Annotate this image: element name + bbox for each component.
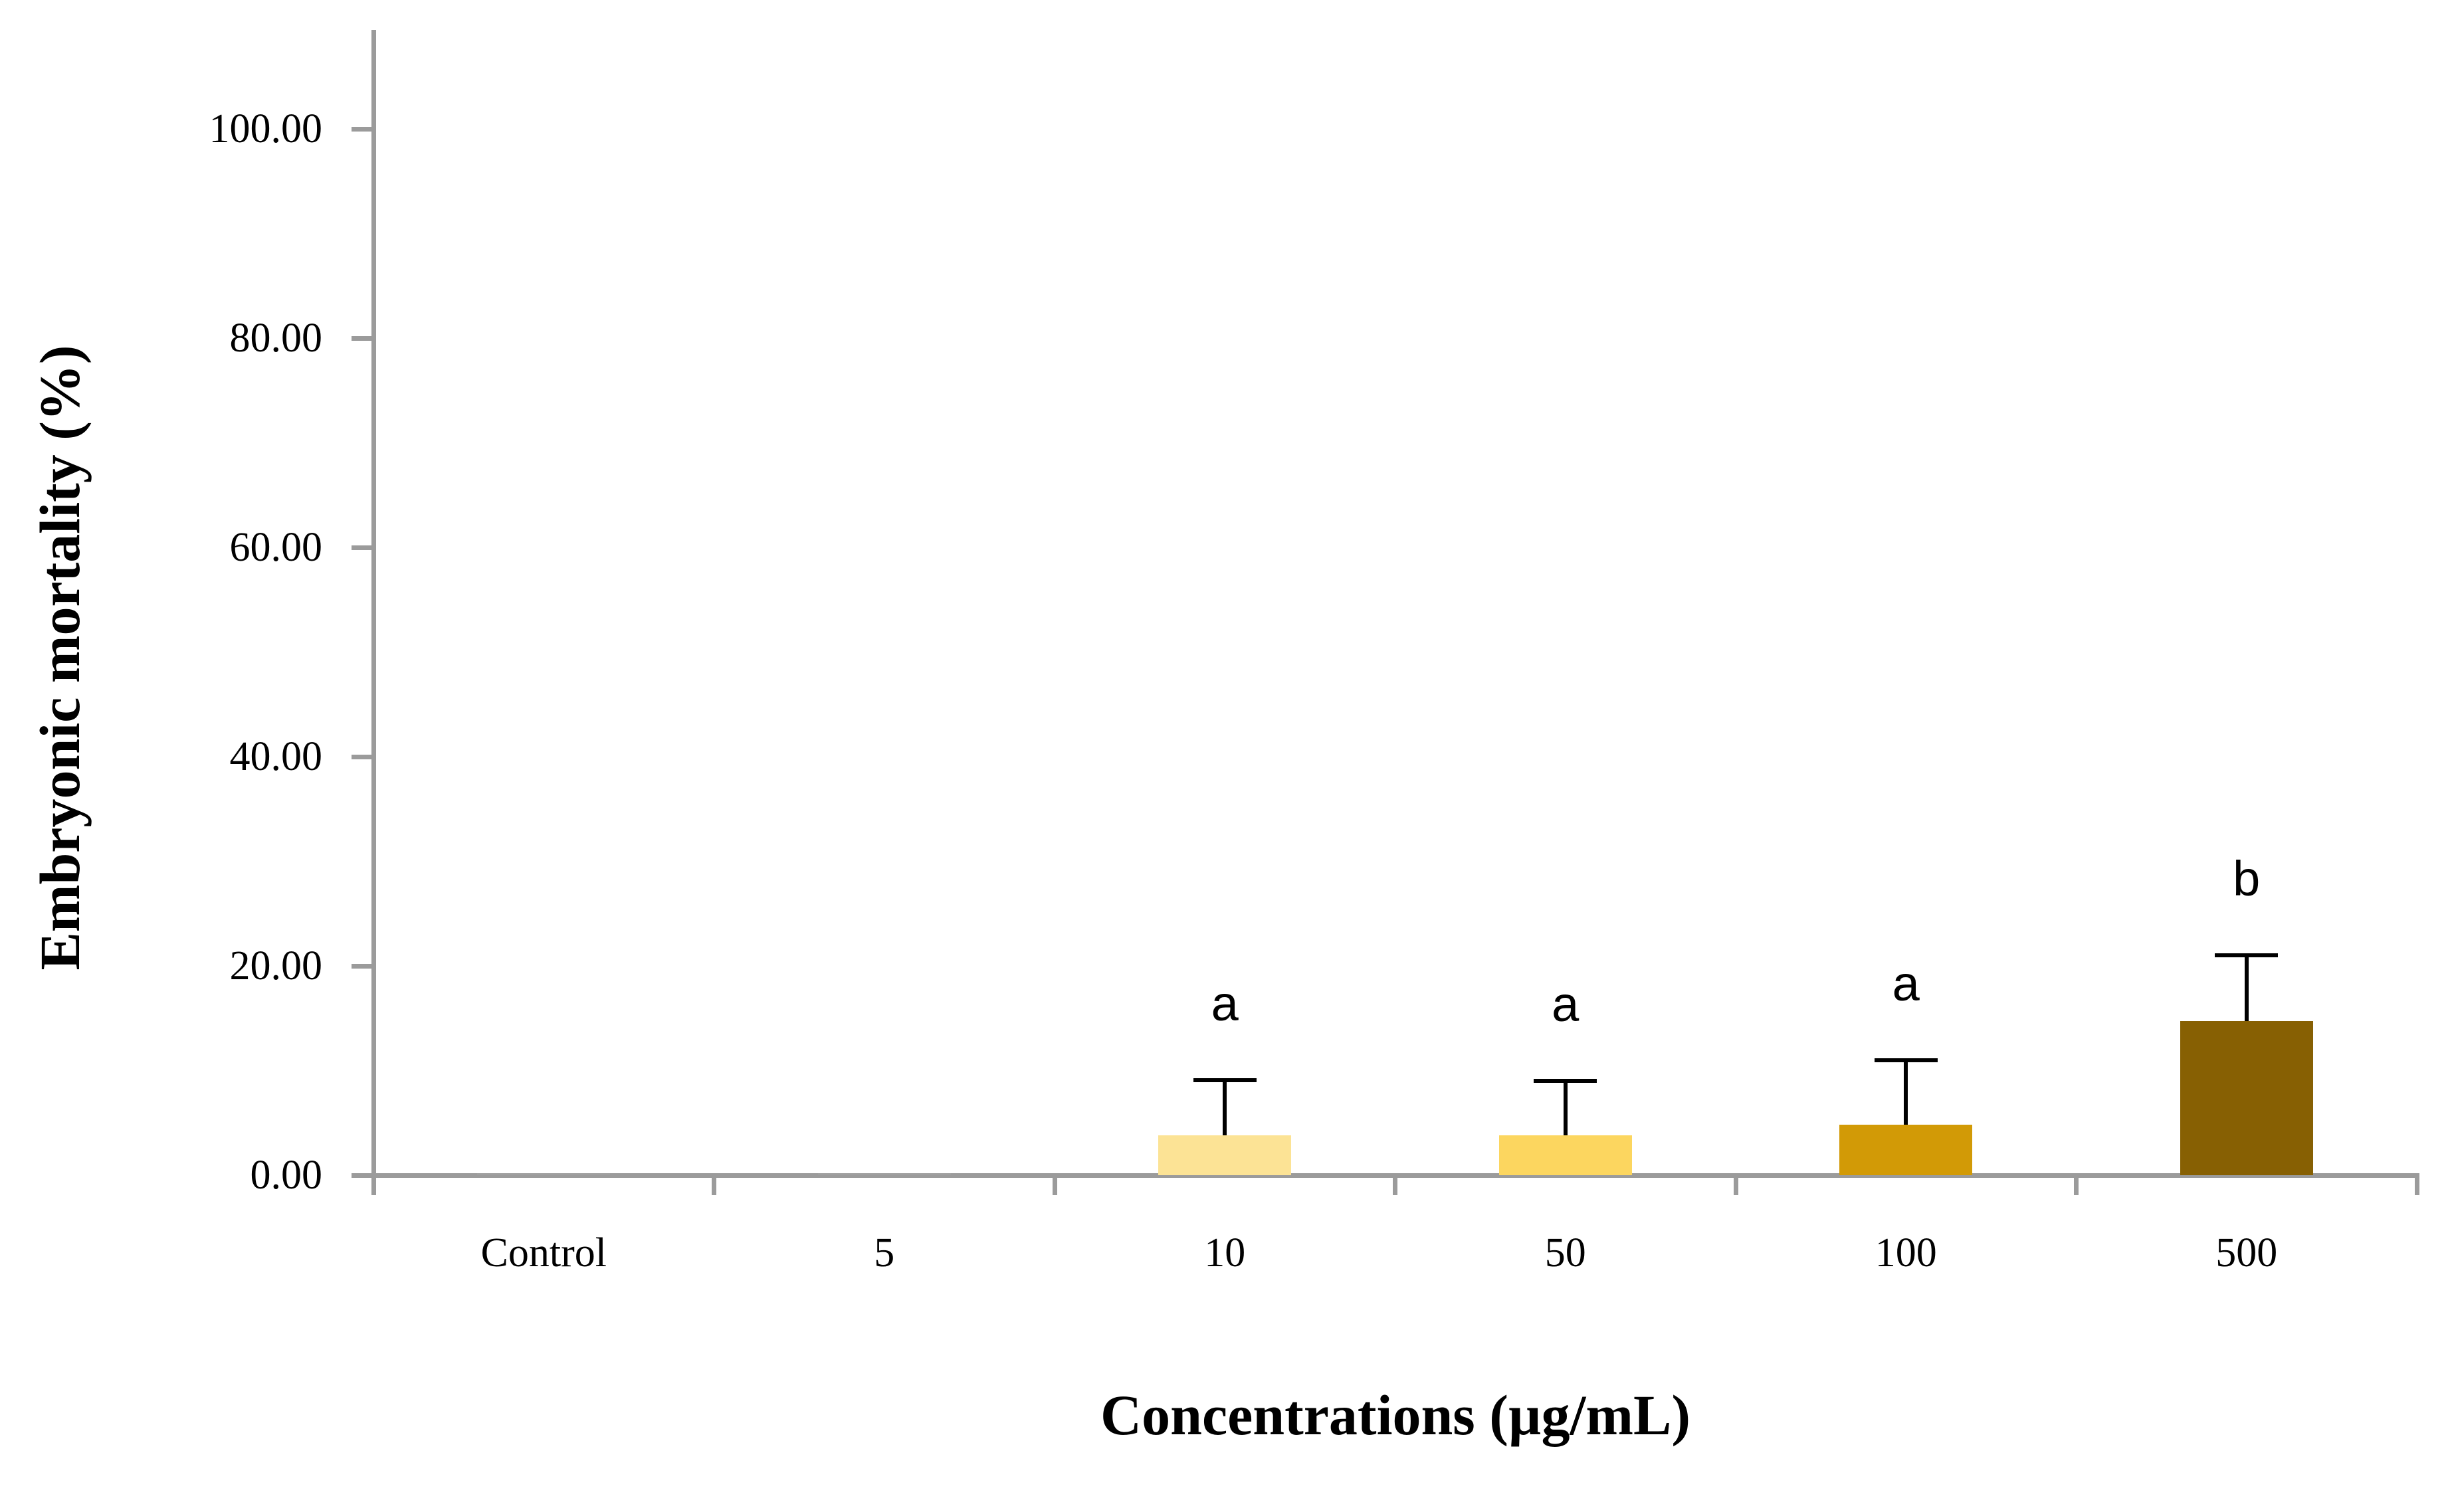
x-tick [1052, 1175, 1057, 1195]
error-bar-stem [2244, 955, 2249, 1022]
y-tick-label: 20.00 [229, 943, 323, 989]
error-bar-cap [2215, 953, 2279, 958]
y-tick-label: 0.00 [250, 1153, 323, 1198]
error-bar-stem [1223, 1080, 1227, 1136]
category-label: 50 [1544, 1230, 1586, 1276]
x-axis-line [351, 1173, 2419, 1178]
y-axis-line [371, 30, 376, 1195]
x-axis-title: Concentrations (µg/mL) [1100, 1383, 1690, 1447]
y-tick-label: 40.00 [229, 734, 323, 779]
y-tick-label: 60.00 [229, 525, 323, 570]
significance-letter: a [1552, 977, 1580, 1032]
y-tick [351, 545, 371, 550]
bar-500 [2180, 1021, 2313, 1175]
y-tick [351, 335, 371, 341]
error-bar-stem [1904, 1060, 1908, 1125]
bar-10 [1158, 1135, 1292, 1175]
category-label: 500 [2215, 1230, 2278, 1276]
x-tick [2414, 1175, 2419, 1195]
error-bar-stem [1563, 1081, 1568, 1136]
significance-letter: b [2233, 851, 2261, 907]
category-label: 10 [1204, 1230, 1246, 1276]
category-label: 100 [1875, 1230, 1937, 1276]
x-tick [1733, 1175, 1738, 1195]
bar-50 [1498, 1135, 1632, 1175]
significance-letter: a [1892, 955, 1920, 1011]
error-bar-cap [1193, 1078, 1257, 1082]
bar-control [477, 1173, 611, 1175]
y-tick [351, 754, 371, 759]
x-tick [1393, 1175, 1397, 1195]
x-tick [712, 1175, 716, 1195]
y-tick-label: 80.00 [229, 316, 323, 361]
category-label: 5 [874, 1230, 895, 1276]
significance-letter: a [1211, 975, 1239, 1031]
y-tick [351, 126, 371, 132]
error-bar-cap [1874, 1058, 1938, 1062]
x-tick [2074, 1175, 2079, 1195]
bar-100 [1839, 1125, 1973, 1175]
y-tick [351, 963, 371, 969]
category-label: Control [480, 1230, 607, 1276]
error-bar-cap [1534, 1079, 1597, 1084]
y-tick-label: 100.00 [209, 106, 323, 151]
bar-5 [817, 1173, 951, 1175]
y-axis-title: Embryonic mortality (%) [28, 345, 92, 971]
